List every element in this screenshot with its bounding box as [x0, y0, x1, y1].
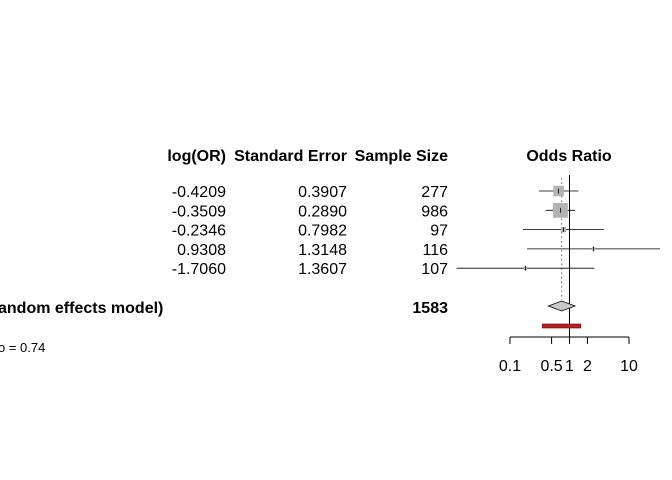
- study-se: 0.3907: [298, 184, 347, 201]
- x-tick-label: 0.1: [499, 358, 521, 375]
- study-sample-size: 986: [421, 203, 448, 220]
- x-tick-label: 0.5: [540, 358, 562, 375]
- study-se: 0.7982: [298, 223, 347, 240]
- forest-marks: [456, 175, 660, 337]
- footnote: o = 0.74: [0, 340, 45, 355]
- se-column-header: Standard Error: [234, 148, 347, 165]
- pooled-sample-size: 1583: [412, 300, 448, 317]
- pooled-label: andom effects model): [0, 300, 163, 317]
- study-rows: -0.4209 0.3907 277 -0.3509 0.2890 986 -0.2346 0…: [172, 184, 448, 278]
- x-tick-label: 1: [565, 358, 574, 375]
- study-se: 0.2890: [298, 203, 347, 220]
- study-logor: -0.3509: [172, 203, 226, 220]
- study-sample-size: 116: [422, 242, 448, 259]
- study-logor: -0.4209: [172, 184, 226, 201]
- x-tick-label: 2: [583, 358, 592, 375]
- prediction-interval-bar: [542, 323, 582, 329]
- logor-column-header: log(OR): [167, 148, 226, 165]
- x-axis: 0.1 0.5 1 2 10: [499, 336, 638, 375]
- pooled-diamond: [547, 300, 577, 312]
- study-sample-size: 97: [430, 223, 448, 240]
- study-sample-size: 277: [421, 184, 448, 201]
- study-logor: 0.9308: [177, 242, 226, 259]
- study-se: 1.3607: [298, 261, 347, 278]
- x-tick-label: 10: [620, 358, 638, 375]
- study-logor: -0.2346: [172, 223, 226, 240]
- study-se: 1.3148: [298, 242, 347, 259]
- sample-size-column-header: Sample Size: [355, 148, 448, 165]
- chart-title: Odds Ratio: [526, 148, 612, 165]
- study-sample-size: 107: [421, 261, 448, 278]
- study-logor: -1.7060: [172, 261, 226, 278]
